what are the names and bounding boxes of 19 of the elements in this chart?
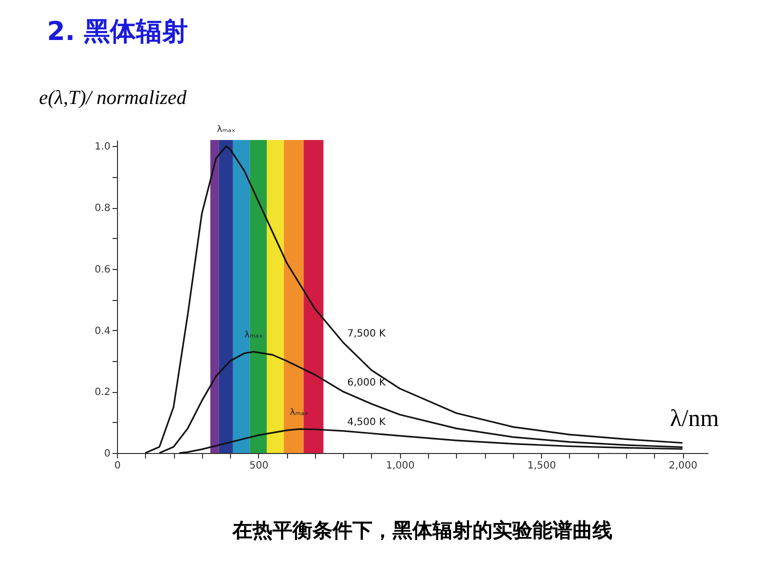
series-label: 4,500 K — [347, 416, 386, 428]
y-tick-label: 1.0 — [94, 142, 110, 153]
text: 在热平衡条件下，黑体辐射的实验能谱曲线 — [232, 518, 612, 542]
chart-title: 2. 黑体辐射 — [47, 17, 188, 47]
y-axis-title: e(λ,T)/ normalized — [39, 87, 188, 109]
y-tick-label: 0.2 — [94, 387, 110, 398]
x-tick-label: 1,500 — [527, 460, 556, 472]
y-tick-label: 0.8 — [94, 203, 110, 214]
x-axis-title: λ/nm — [670, 406, 720, 432]
annotation: λₘₐₓ — [216, 125, 236, 136]
x-tick-label: 0 — [114, 460, 121, 472]
y-tick-label: 0.4 — [94, 326, 110, 337]
x-tick-label: 500 — [249, 460, 268, 472]
x-tick-label: 2,000 — [668, 460, 698, 472]
y-tick-label: 0 — [104, 448, 110, 460]
y-tick-label: 0.6 — [94, 264, 110, 276]
x-tick-label: 1,000 — [386, 460, 415, 472]
series-label: 6,000 K — [347, 378, 386, 389]
series-label: 7,500 K — [347, 328, 386, 340]
